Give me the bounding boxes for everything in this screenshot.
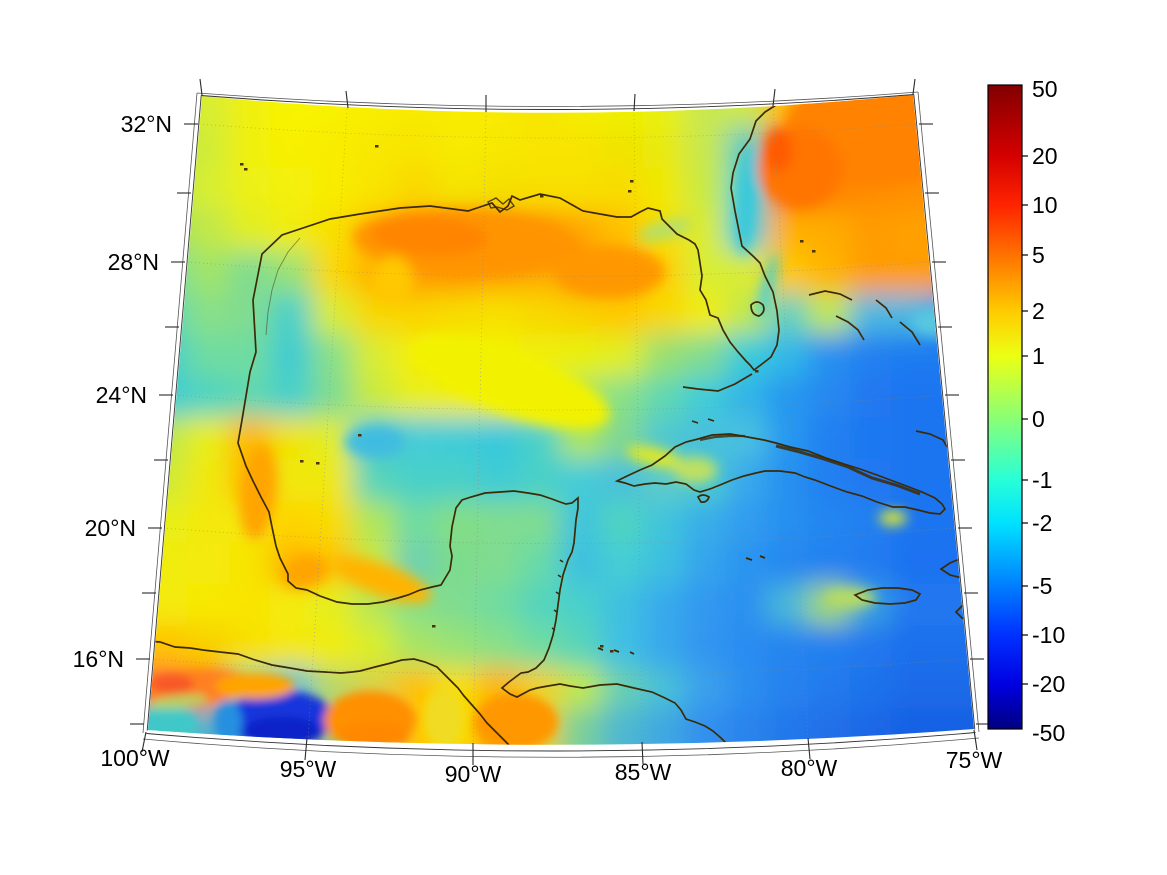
svg-text:32°N: 32°N — [121, 111, 172, 137]
svg-text:100°W: 100°W — [100, 745, 170, 771]
svg-text:95°W: 95°W — [280, 756, 337, 782]
svg-text:-2: -2 — [1032, 510, 1052, 536]
svg-text:-10: -10 — [1032, 622, 1065, 648]
svg-text:24°N: 24°N — [96, 382, 147, 408]
svg-text:85°W: 85°W — [615, 759, 672, 785]
svg-text:2: 2 — [1032, 298, 1045, 324]
svg-text:80°W: 80°W — [781, 755, 838, 781]
svg-text:28°N: 28°N — [108, 249, 159, 275]
svg-text:5: 5 — [1032, 242, 1045, 268]
svg-text:16°N: 16°N — [73, 646, 124, 672]
svg-text:20: 20 — [1032, 143, 1058, 169]
svg-text:50: 50 — [1032, 76, 1058, 102]
svg-text:-1: -1 — [1032, 467, 1052, 493]
svg-text:75°W: 75°W — [946, 747, 1003, 773]
svg-text:-50: -50 — [1032, 720, 1065, 746]
svg-text:10: 10 — [1032, 192, 1058, 218]
svg-text:1: 1 — [1032, 343, 1045, 369]
svg-text:90°W: 90°W — [445, 761, 502, 787]
svg-text:20°N: 20°N — [85, 515, 136, 541]
svg-text:-20: -20 — [1032, 671, 1065, 697]
svg-text:0: 0 — [1032, 406, 1045, 432]
svg-text:-5: -5 — [1032, 573, 1052, 599]
